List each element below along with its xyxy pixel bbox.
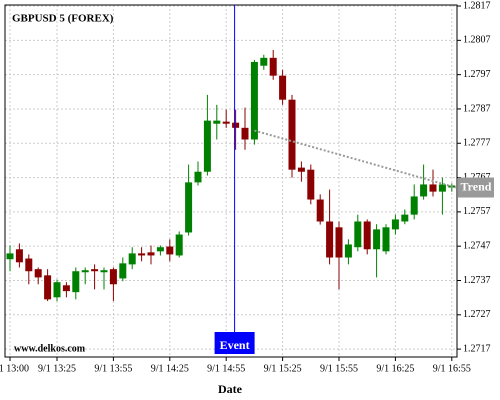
y-tick-label: 1.2817 bbox=[463, 0, 491, 11]
candle-body bbox=[72, 271, 80, 293]
x-axis-label: Date bbox=[218, 382, 243, 396]
y-tick-label: 1.2747 bbox=[463, 240, 491, 251]
candle-body bbox=[53, 282, 61, 298]
candle-body bbox=[147, 252, 155, 256]
candle-body bbox=[25, 258, 33, 272]
candle-body bbox=[363, 221, 371, 250]
grid bbox=[5, 5, 457, 357]
y-tick-label: 1.2767 bbox=[463, 172, 491, 183]
x-tick-label: 9/1 16:25 bbox=[376, 363, 414, 374]
y-tick-label: 1.2737 bbox=[463, 275, 491, 286]
x-tick-label: 9/1 15:25 bbox=[264, 363, 302, 374]
candle-body bbox=[241, 127, 249, 140]
candle-body bbox=[128, 253, 136, 265]
candle-body bbox=[382, 227, 390, 252]
x-tick-label: 9/1 14:25 bbox=[151, 363, 189, 374]
candle-body bbox=[401, 214, 409, 222]
candle-body bbox=[326, 221, 334, 258]
candle-body bbox=[269, 57, 277, 76]
candle-body bbox=[344, 244, 352, 258]
y-tick-label: 1.2727 bbox=[463, 309, 491, 320]
candle-body bbox=[297, 167, 305, 172]
candle-body bbox=[307, 169, 315, 200]
x-tick-label: 9/1 13:00 bbox=[0, 363, 29, 374]
candle-body bbox=[6, 253, 14, 260]
candle-body bbox=[354, 221, 362, 248]
y-tick-label: 1.2757 bbox=[463, 206, 491, 217]
candle-body bbox=[232, 122, 240, 128]
trend-label: Trend bbox=[461, 179, 492, 193]
candle-body bbox=[316, 199, 324, 222]
candle-body bbox=[373, 229, 381, 250]
y-tick-label: 1.2787 bbox=[463, 103, 491, 114]
candle-body bbox=[91, 269, 99, 272]
candle-body bbox=[138, 253, 146, 256]
candles bbox=[6, 49, 456, 302]
candle-body bbox=[391, 219, 399, 230]
candle-body bbox=[109, 269, 117, 285]
event-label-box bbox=[214, 332, 255, 354]
x-tick-label: 9/1 13:55 bbox=[94, 363, 132, 374]
y-tick-label: 1.2717 bbox=[463, 343, 491, 354]
candle-body bbox=[166, 246, 174, 255]
x-tick-label: 9/1 16:55 bbox=[433, 363, 471, 374]
candle-body bbox=[279, 75, 287, 100]
candle-body bbox=[429, 184, 437, 192]
trend-line bbox=[254, 129, 457, 189]
candle-body bbox=[156, 247, 164, 252]
candle-body bbox=[288, 99, 296, 170]
candle-body bbox=[213, 120, 221, 124]
candle-body bbox=[44, 275, 52, 300]
candle-body bbox=[100, 270, 108, 273]
trend-label-box bbox=[458, 177, 494, 198]
candle-body bbox=[420, 184, 428, 197]
x-tick-label: 9/1 13:25 bbox=[38, 363, 76, 374]
candle-body bbox=[81, 270, 89, 273]
candle-body bbox=[203, 120, 211, 172]
candle-body bbox=[194, 171, 202, 183]
candle-body bbox=[15, 249, 23, 263]
candle-body bbox=[438, 184, 446, 192]
candle-body bbox=[185, 182, 193, 233]
event-label: Event bbox=[220, 338, 250, 352]
candle-body bbox=[260, 57, 268, 66]
candle-body bbox=[62, 285, 70, 292]
candle-body bbox=[335, 227, 343, 258]
y-tick-label: 1.2807 bbox=[463, 35, 491, 46]
watermark: www.delkos.com bbox=[14, 343, 86, 354]
candle-body bbox=[175, 234, 183, 256]
candle-body bbox=[222, 121, 230, 124]
chart-title: GBPUSD 5 (FOREX) bbox=[12, 13, 114, 25]
y-tick-label: 1.2777 bbox=[463, 138, 491, 149]
y-tick-label: 1.2797 bbox=[463, 69, 491, 80]
candle-body bbox=[119, 263, 127, 279]
candle-body bbox=[250, 61, 258, 140]
candle-body bbox=[410, 196, 418, 215]
plot-frame bbox=[4, 4, 458, 358]
x-tick-label: 9/1 14:55 bbox=[207, 363, 245, 374]
x-tick-label: 9/1 15:55 bbox=[320, 363, 358, 374]
candle-body bbox=[34, 269, 42, 278]
